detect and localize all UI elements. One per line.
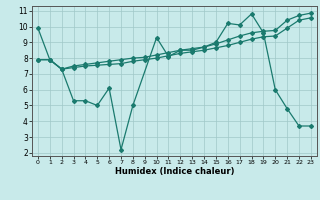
X-axis label: Humidex (Indice chaleur): Humidex (Indice chaleur) — [115, 167, 234, 176]
